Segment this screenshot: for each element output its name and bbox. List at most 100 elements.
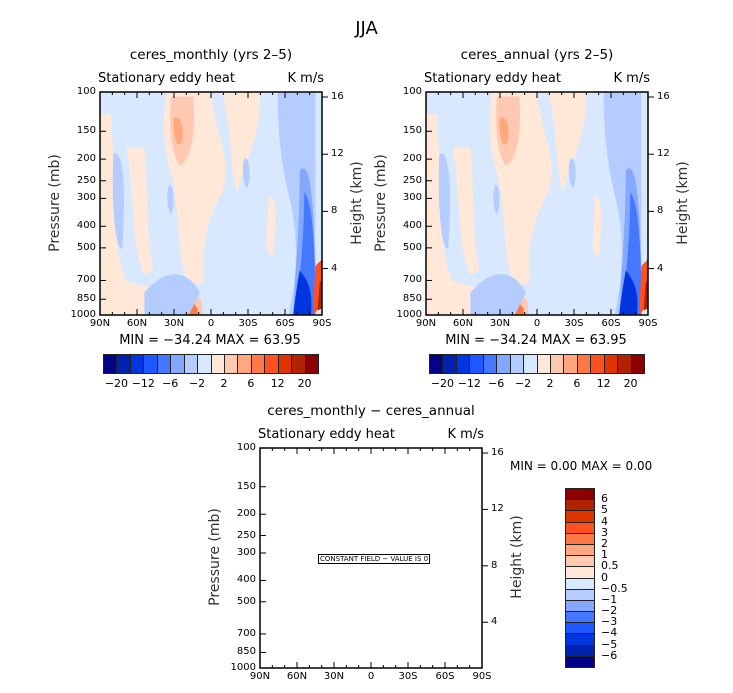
pressure-tick-label: 400 bbox=[236, 574, 256, 586]
pressure-axis-label: Pressure (mb) bbox=[207, 508, 223, 606]
colorbar-label: −1 bbox=[601, 592, 618, 606]
colorbar-label: 6 bbox=[573, 377, 581, 390]
contour-region bbox=[438, 153, 450, 249]
colorbar-label: −2 bbox=[601, 604, 618, 618]
pressure-tick-label: 150 bbox=[236, 480, 256, 492]
minmax-label: MIN = −34.24 MAX = 63.95 bbox=[119, 333, 301, 348]
height-tick-label: 16 bbox=[331, 91, 344, 102]
x-tick-label: 90N bbox=[89, 318, 111, 329]
x-tick-label: 30S bbox=[238, 318, 258, 329]
colorbar-box bbox=[250, 354, 266, 374]
colorbar-label: 6 bbox=[247, 377, 255, 390]
contour-region bbox=[568, 158, 576, 188]
pressure-tick-label: 300 bbox=[236, 546, 256, 558]
contour-region bbox=[266, 196, 276, 260]
x-tick-label: 30N bbox=[323, 671, 345, 682]
colorbar-box bbox=[536, 354, 551, 374]
panel-left-string: Stationary eddy heat bbox=[424, 71, 561, 86]
colorbar-box bbox=[210, 354, 225, 374]
colorbar-label: −20 bbox=[104, 377, 129, 390]
colorbar-box bbox=[304, 354, 319, 374]
x-tick-label: 30S bbox=[564, 318, 584, 329]
colorbar-box bbox=[630, 354, 645, 374]
colorbar-label: −6 bbox=[488, 377, 505, 390]
height-axis-label: Height (km) bbox=[509, 515, 525, 599]
x-tick-label: 0 bbox=[207, 318, 215, 329]
colorbar-box bbox=[183, 354, 199, 374]
pressure-tick-label: 100 bbox=[76, 86, 96, 97]
height-tick-label: 12 bbox=[331, 148, 344, 160]
panel-units: K m/s bbox=[613, 71, 650, 86]
colorbar-box bbox=[129, 354, 145, 374]
pressure-tick-label: 500 bbox=[76, 241, 96, 253]
pressure-tick-label: 1000 bbox=[70, 309, 96, 320]
colorbar-label: 0.5 bbox=[601, 559, 619, 573]
colorbar-box bbox=[143, 354, 158, 374]
height-tick-label: 16 bbox=[657, 91, 670, 102]
colorbar-box bbox=[103, 354, 118, 374]
colorbar-label: −12 bbox=[131, 377, 155, 390]
colorbar-label: 12 bbox=[596, 377, 611, 390]
panel-title: ceres_annual (yrs 2–5) bbox=[460, 47, 614, 63]
colorbar-label: −20 bbox=[430, 377, 455, 390]
pressure-tick-label: 700 bbox=[236, 627, 256, 639]
colorbar-box bbox=[563, 354, 578, 374]
colorbar-label: −4 bbox=[601, 626, 618, 640]
contour-region bbox=[112, 153, 124, 249]
colorbar-label: 4 bbox=[601, 514, 608, 528]
colorbar-box bbox=[264, 354, 279, 374]
contour-region bbox=[167, 185, 174, 215]
x-tick-label: 60S bbox=[435, 671, 455, 682]
pressure-tick-label: 400 bbox=[402, 220, 422, 232]
contour-region bbox=[643, 281, 648, 311]
contour-region bbox=[100, 114, 156, 315]
panel-title: ceres_monthly (yrs 2–5) bbox=[129, 47, 293, 63]
colorbar-box bbox=[277, 354, 293, 374]
contour-region bbox=[173, 117, 183, 145]
pressure-tick-label: 200 bbox=[76, 153, 96, 165]
panel-units: K m/s bbox=[287, 71, 324, 86]
x-tick-label: 90S bbox=[638, 318, 658, 329]
colorbar-label: −0.5 bbox=[601, 581, 628, 595]
colorbar-box bbox=[291, 354, 306, 374]
contour-region bbox=[222, 92, 261, 193]
contour-region bbox=[470, 274, 526, 315]
x-tick-label: 0 bbox=[367, 671, 375, 682]
height-tick-label: 12 bbox=[657, 148, 670, 160]
minmax-label: MIN = −34.24 MAX = 63.95 bbox=[445, 333, 627, 348]
pressure-tick-label: 200 bbox=[236, 508, 256, 520]
x-tick-label: 90N bbox=[249, 671, 271, 682]
colorbar-label: 20 bbox=[297, 377, 312, 390]
contour-region bbox=[242, 158, 250, 188]
colorbar-box bbox=[237, 354, 252, 374]
main-title: JJA bbox=[355, 18, 378, 39]
pressure-tick-label: 100 bbox=[236, 442, 256, 453]
height-tick-label: 8 bbox=[491, 559, 498, 571]
colorbar-box bbox=[576, 354, 592, 374]
colorbar-box bbox=[156, 354, 172, 374]
contour-region bbox=[144, 274, 200, 315]
pressure-tick-label: 1000 bbox=[396, 309, 422, 320]
pressure-tick-label: 500 bbox=[402, 241, 422, 253]
pressure-tick-label: 850 bbox=[76, 293, 96, 305]
colorbar-box bbox=[523, 354, 538, 374]
x-tick-label: 30N bbox=[163, 318, 185, 329]
colorbar-box bbox=[603, 354, 619, 374]
pressure-tick-label: 700 bbox=[76, 274, 96, 286]
x-tick-label: 60S bbox=[275, 318, 295, 329]
colorbar-label: −2 bbox=[514, 377, 532, 390]
contour-region bbox=[293, 270, 312, 315]
colorbar-box bbox=[223, 354, 239, 374]
x-tick-label: 90S bbox=[312, 318, 332, 329]
contour-region bbox=[452, 147, 480, 275]
colorbar-box bbox=[617, 354, 632, 374]
colorbar-label: 6 bbox=[601, 492, 608, 506]
pressure-tick-label: 250 bbox=[76, 174, 96, 186]
colorbar-label: −6 bbox=[601, 648, 618, 662]
contour-region bbox=[619, 270, 638, 315]
colorbar-box bbox=[565, 655, 595, 668]
height-tick-label: 12 bbox=[491, 503, 504, 515]
